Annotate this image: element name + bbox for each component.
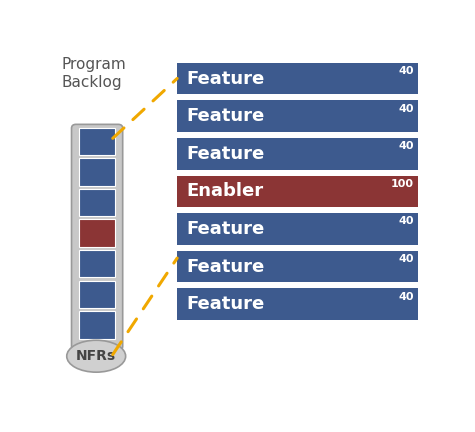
FancyBboxPatch shape bbox=[177, 63, 418, 95]
Text: 40: 40 bbox=[399, 104, 414, 114]
Text: 40: 40 bbox=[399, 216, 414, 226]
Text: 40: 40 bbox=[399, 141, 414, 151]
Text: 40: 40 bbox=[399, 66, 414, 76]
Text: Feature: Feature bbox=[186, 220, 265, 238]
FancyBboxPatch shape bbox=[72, 124, 123, 350]
Text: Feature: Feature bbox=[186, 70, 265, 88]
Text: 40: 40 bbox=[399, 254, 414, 264]
Text: 100: 100 bbox=[391, 179, 414, 189]
FancyBboxPatch shape bbox=[177, 175, 418, 207]
FancyBboxPatch shape bbox=[78, 311, 115, 339]
Text: Program
Backlog: Program Backlog bbox=[61, 57, 126, 90]
Text: 40: 40 bbox=[399, 292, 414, 302]
Ellipse shape bbox=[66, 340, 125, 372]
Text: NFRs: NFRs bbox=[76, 349, 116, 363]
Text: Feature: Feature bbox=[186, 145, 265, 163]
FancyBboxPatch shape bbox=[78, 189, 115, 216]
Text: Feature: Feature bbox=[186, 295, 265, 313]
FancyBboxPatch shape bbox=[78, 219, 115, 247]
FancyBboxPatch shape bbox=[78, 281, 115, 308]
FancyBboxPatch shape bbox=[177, 288, 418, 320]
Text: Enabler: Enabler bbox=[186, 182, 264, 200]
FancyBboxPatch shape bbox=[78, 158, 115, 186]
FancyBboxPatch shape bbox=[177, 251, 418, 283]
Text: Feature: Feature bbox=[186, 257, 265, 276]
Text: Feature: Feature bbox=[186, 107, 265, 125]
FancyBboxPatch shape bbox=[177, 100, 418, 132]
FancyBboxPatch shape bbox=[78, 250, 115, 277]
FancyBboxPatch shape bbox=[177, 138, 418, 170]
FancyBboxPatch shape bbox=[78, 128, 115, 155]
FancyBboxPatch shape bbox=[177, 213, 418, 245]
